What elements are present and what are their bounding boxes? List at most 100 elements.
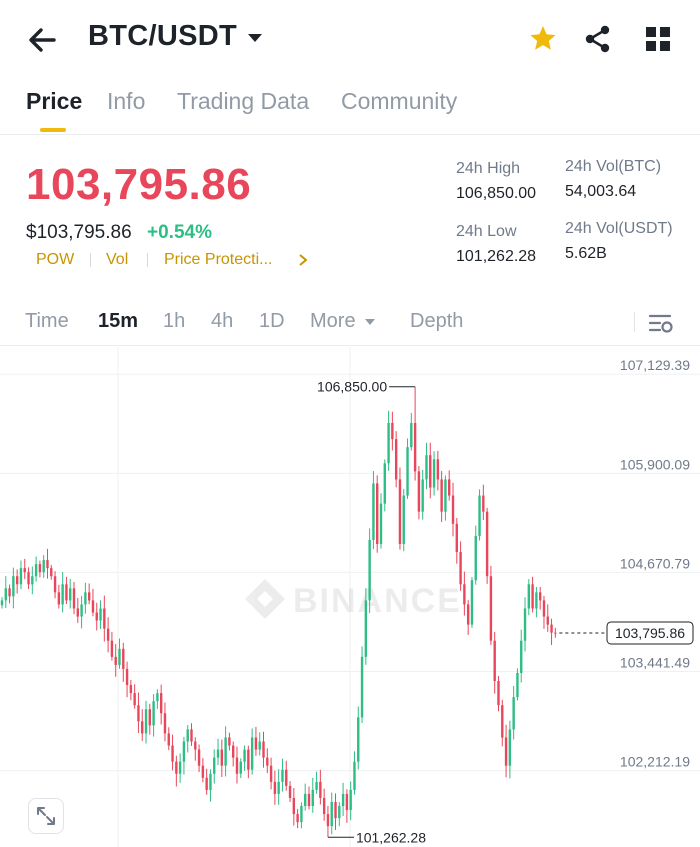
current-price-box (606, 621, 694, 645)
tab-info[interactable]: Info (107, 88, 146, 114)
tag-price-protection[interactable]: Price Protecti... (164, 251, 273, 268)
candle (338, 802, 341, 827)
interval-more[interactable]: More (310, 310, 356, 332)
interval-15m[interactable]: 15m (98, 310, 139, 332)
candle (171, 734, 174, 771)
fullscreen-button[interactable] (28, 798, 64, 834)
candle (394, 431, 398, 488)
candle-body (110, 640, 114, 657)
candle (125, 661, 129, 698)
divider (634, 312, 635, 332)
candle-body (205, 777, 208, 790)
candle-body (61, 584, 64, 605)
candle-body (531, 584, 534, 609)
candle (254, 726, 258, 756)
candle-body (133, 693, 136, 706)
candle (243, 745, 246, 771)
candle-body (345, 793, 349, 811)
candle-body (12, 576, 15, 597)
candle (334, 793, 337, 830)
candle (341, 782, 345, 817)
candle (444, 475, 447, 521)
caret-down-icon[interactable] (364, 317, 376, 327)
grid-menu-icon[interactable] (641, 22, 675, 56)
candle-body (300, 806, 303, 823)
candle-body (546, 616, 549, 625)
candle-body (23, 568, 26, 573)
interval-1h[interactable]: 1h (163, 310, 186, 332)
tag-vol[interactable]: Vol (106, 251, 129, 268)
candle (542, 595, 546, 629)
candle (156, 689, 159, 709)
candle (413, 386, 417, 481)
candle-body (353, 761, 356, 790)
candle-body (326, 814, 330, 827)
candle (69, 578, 72, 609)
candle (137, 692, 140, 733)
candle-body (493, 640, 496, 682)
chevron-right-icon[interactable] (298, 254, 308, 266)
candle-body (171, 745, 174, 762)
candle (239, 758, 242, 779)
candle-body (266, 757, 269, 766)
candle (315, 771, 318, 794)
candle (220, 739, 224, 777)
tab-depth[interactable]: Depth (410, 310, 464, 332)
candle-body (406, 447, 409, 496)
candle (535, 586, 538, 618)
candle-body (254, 737, 258, 750)
candle-body (231, 745, 235, 758)
candle-body (277, 781, 280, 794)
candle-body (224, 737, 227, 766)
interval-1d[interactable]: 1D (259, 310, 285, 332)
candle-body (338, 806, 341, 819)
candle-body (368, 539, 371, 601)
candle-body (197, 749, 201, 766)
y-axis-tick-label: 104,670.79 (620, 555, 690, 571)
chart-settings-icon[interactable] (646, 308, 676, 338)
candle-body (19, 568, 23, 585)
candle (76, 597, 79, 623)
candle (144, 700, 148, 744)
share-icon[interactable] (581, 22, 615, 56)
candle (550, 618, 553, 645)
candle (311, 777, 314, 813)
candle-body (0, 600, 4, 606)
candle (262, 731, 265, 768)
candle (31, 566, 34, 595)
candle (15, 569, 19, 594)
interval-time[interactable]: Time (25, 310, 69, 332)
candlestick-chart[interactable]: 107,129.39 105,900.09 104,670.79 103,441.49… (0, 347, 700, 847)
candle-body (65, 584, 68, 601)
candle-body (429, 455, 432, 488)
tab-community[interactable]: Community (341, 88, 458, 114)
candle (527, 579, 531, 616)
interval-4h[interactable]: 4h (211, 310, 234, 332)
vol-usdt-label: 24h Vol(USDT) (565, 220, 673, 237)
pair-title[interactable]: BTC/USDT (88, 20, 237, 52)
candle (429, 442, 432, 499)
back-arrow-icon[interactable] (22, 22, 62, 58)
candle (304, 783, 307, 811)
candle (455, 517, 458, 564)
candle (12, 567, 15, 609)
candle-body (72, 588, 76, 609)
tag-pow[interactable]: POW (36, 251, 75, 268)
star-icon[interactable] (526, 22, 560, 56)
candle (296, 809, 299, 829)
candle-body (53, 576, 57, 593)
candle (345, 789, 349, 823)
tab-price[interactable]: Price (26, 88, 83, 114)
candle (470, 577, 474, 628)
candle-body (34, 564, 38, 577)
chevron-down-icon[interactable] (246, 30, 264, 46)
candle (391, 411, 394, 451)
candle-body (38, 564, 42, 573)
candle (493, 632, 496, 694)
candle-body (129, 685, 133, 694)
y-axis-tick-label: 103,441.49 (620, 655, 690, 671)
candle-body (341, 793, 345, 807)
candle (163, 702, 167, 742)
tab-trading-data[interactable]: Trading Data (177, 88, 310, 114)
low-value: 101,262.28 (456, 248, 537, 265)
